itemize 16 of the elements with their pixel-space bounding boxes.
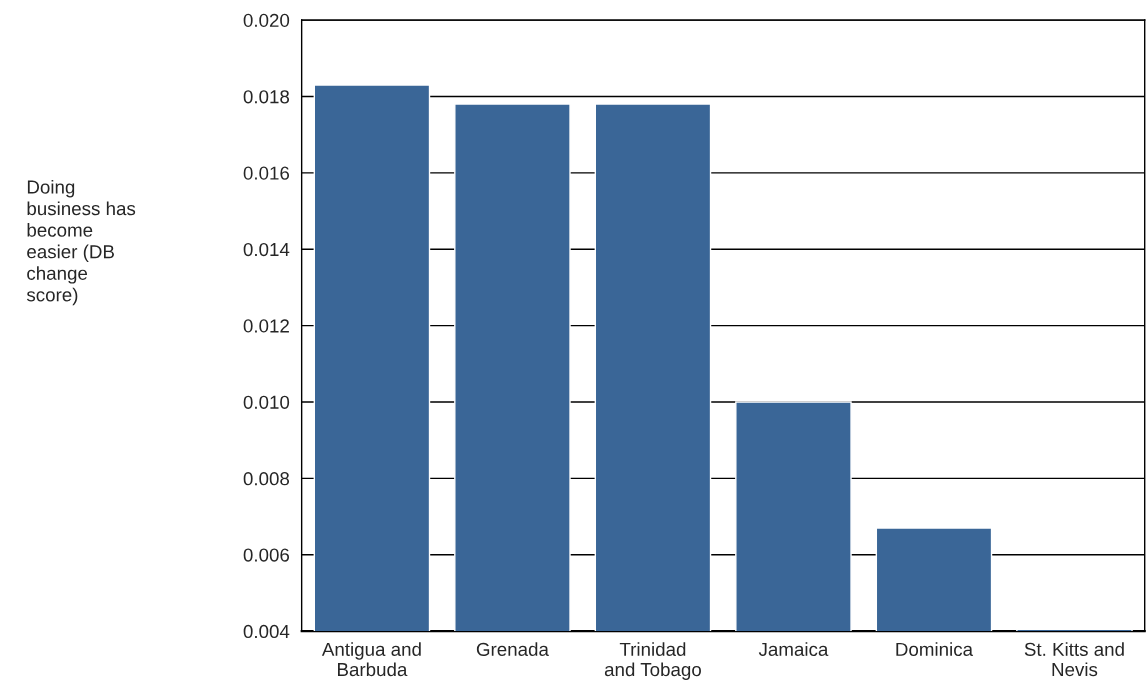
x-tick-label: Trinidad and Tobago <box>604 642 701 680</box>
y-tick-label: 0.018 <box>243 90 290 104</box>
x-tick-label: Antigua and Barbuda <box>321 642 421 677</box>
y-tick-label: 0.014 <box>243 242 290 257</box>
x-tick-label: Dominica <box>896 642 974 656</box>
x-tick-label: Jamaica <box>758 642 829 656</box>
y-tick-label: 0.012 <box>243 319 289 333</box>
text: Doing business has become easier (DB change score) <box>26 179 136 306</box>
y-tick-label: 0.008 <box>243 472 290 486</box>
y-tick-label: 0.020 <box>243 13 290 28</box>
x-tick-label: Grenada <box>476 642 549 656</box>
x-tick-label: St. Kitts and Nevis <box>1024 642 1124 677</box>
y-tick-label: 0.016 <box>243 166 290 180</box>
y-tick-label: 0.010 <box>243 395 290 409</box>
y-tick-label: 0.004 <box>243 624 290 639</box>
y-tick-label: 0.006 <box>243 548 290 562</box>
